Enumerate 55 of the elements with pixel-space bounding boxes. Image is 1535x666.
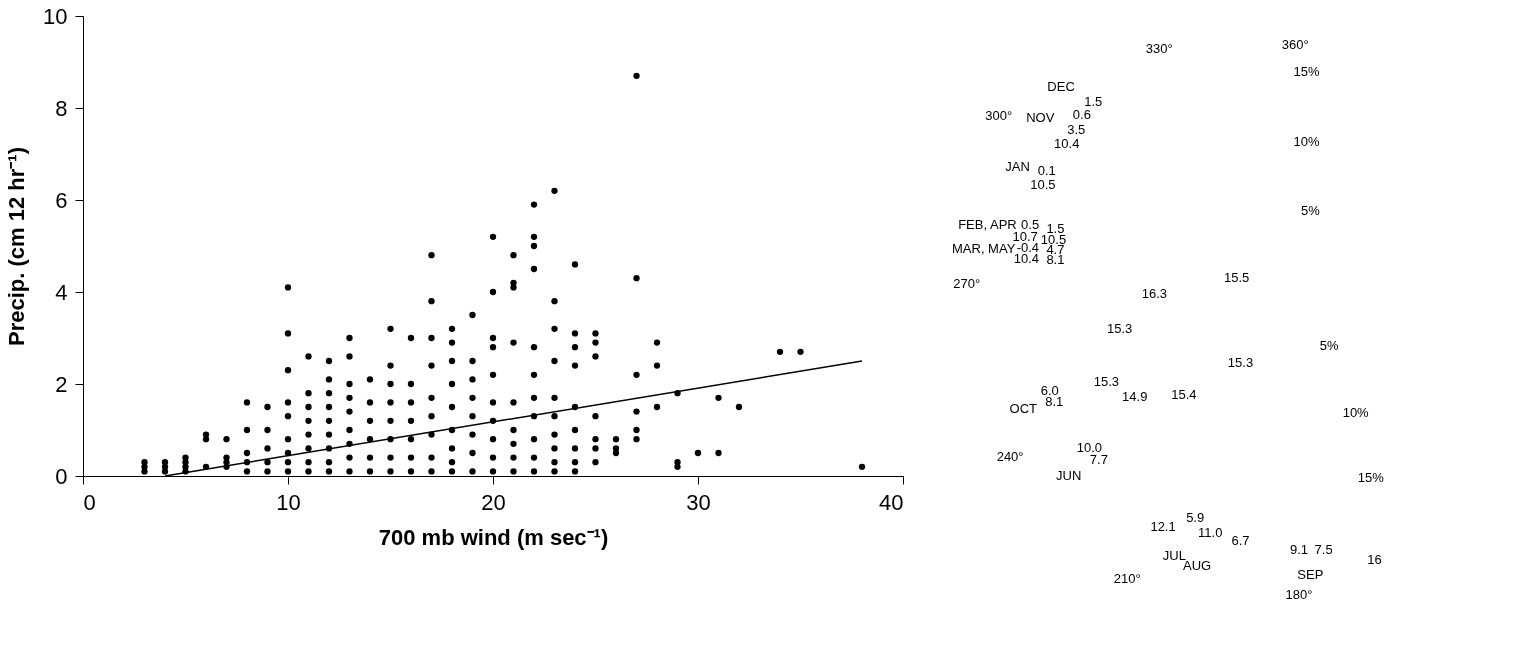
x-tick-label: 30 bbox=[686, 489, 711, 515]
text: 330° bbox=[1145, 40, 1173, 56]
text: NOV bbox=[1026, 109, 1055, 125]
x-tick-label: 20 bbox=[481, 489, 506, 515]
text: 1.5 bbox=[1046, 220, 1065, 236]
text: 11.0 bbox=[1198, 525, 1223, 541]
text: 0.5 bbox=[1021, 216, 1040, 232]
y-tick-label: 10 bbox=[43, 3, 68, 29]
text: 16.3 bbox=[1141, 285, 1168, 301]
text: 180° bbox=[1285, 586, 1313, 602]
text: 15.3 bbox=[1106, 321, 1133, 337]
y-axis-title: Precip. (cm 12 hr⁻¹) bbox=[4, 147, 30, 346]
text: 5.9 bbox=[1186, 509, 1205, 525]
text: 10% bbox=[1293, 133, 1321, 149]
text: 15% bbox=[1357, 469, 1385, 485]
y-tick-label: 4 bbox=[55, 279, 68, 305]
text: 360° bbox=[1281, 36, 1309, 52]
y-tick-label: 2 bbox=[55, 371, 68, 397]
x-tick-label: 10 bbox=[276, 489, 301, 515]
text: 7.5 bbox=[1314, 542, 1333, 558]
text: 10% bbox=[1342, 404, 1370, 420]
text: 10.4 bbox=[1054, 136, 1080, 152]
text: 5% bbox=[1319, 338, 1340, 354]
text: 5% bbox=[1300, 203, 1321, 219]
text: 10.5 bbox=[1030, 176, 1056, 192]
text: 9.1 bbox=[1289, 542, 1309, 558]
x-axis-title: 700 mb wind (m sec⁻¹) bbox=[378, 524, 609, 550]
text: 6.7 bbox=[1231, 532, 1250, 548]
text: JUN bbox=[1055, 467, 1082, 483]
text: 16 bbox=[1367, 552, 1382, 568]
text: 15.3 bbox=[1093, 373, 1120, 389]
y-tick-label: 6 bbox=[55, 187, 68, 213]
text: 210° bbox=[1113, 571, 1141, 587]
y-tick-label: 0 bbox=[55, 463, 68, 489]
y-tick-label: 8 bbox=[55, 95, 68, 121]
text: 240° bbox=[996, 448, 1024, 464]
text: 0.1 bbox=[1037, 163, 1056, 179]
text: 14.9 bbox=[1122, 389, 1148, 405]
text: 10.4 bbox=[1013, 251, 1039, 267]
text: JAN bbox=[1005, 159, 1030, 175]
x-tick-label: 0 bbox=[83, 489, 96, 515]
text: 15.5 bbox=[1224, 269, 1250, 285]
text: 3.5 bbox=[1067, 122, 1086, 138]
text: 12.1 bbox=[1150, 519, 1176, 535]
text: SEP bbox=[1297, 567, 1324, 583]
x-tick-label: 40 bbox=[879, 489, 904, 515]
text: 300° bbox=[985, 108, 1013, 124]
text: 270° bbox=[953, 276, 981, 292]
text: 15% bbox=[1293, 63, 1321, 79]
text: 15.3 bbox=[1227, 354, 1254, 370]
text: DEC bbox=[1047, 78, 1075, 94]
text: MAR, MAY bbox=[951, 240, 1016, 256]
text: OCT bbox=[1009, 400, 1038, 416]
text: 15.4 bbox=[1171, 387, 1197, 403]
text: FEB, APR bbox=[958, 216, 1017, 232]
